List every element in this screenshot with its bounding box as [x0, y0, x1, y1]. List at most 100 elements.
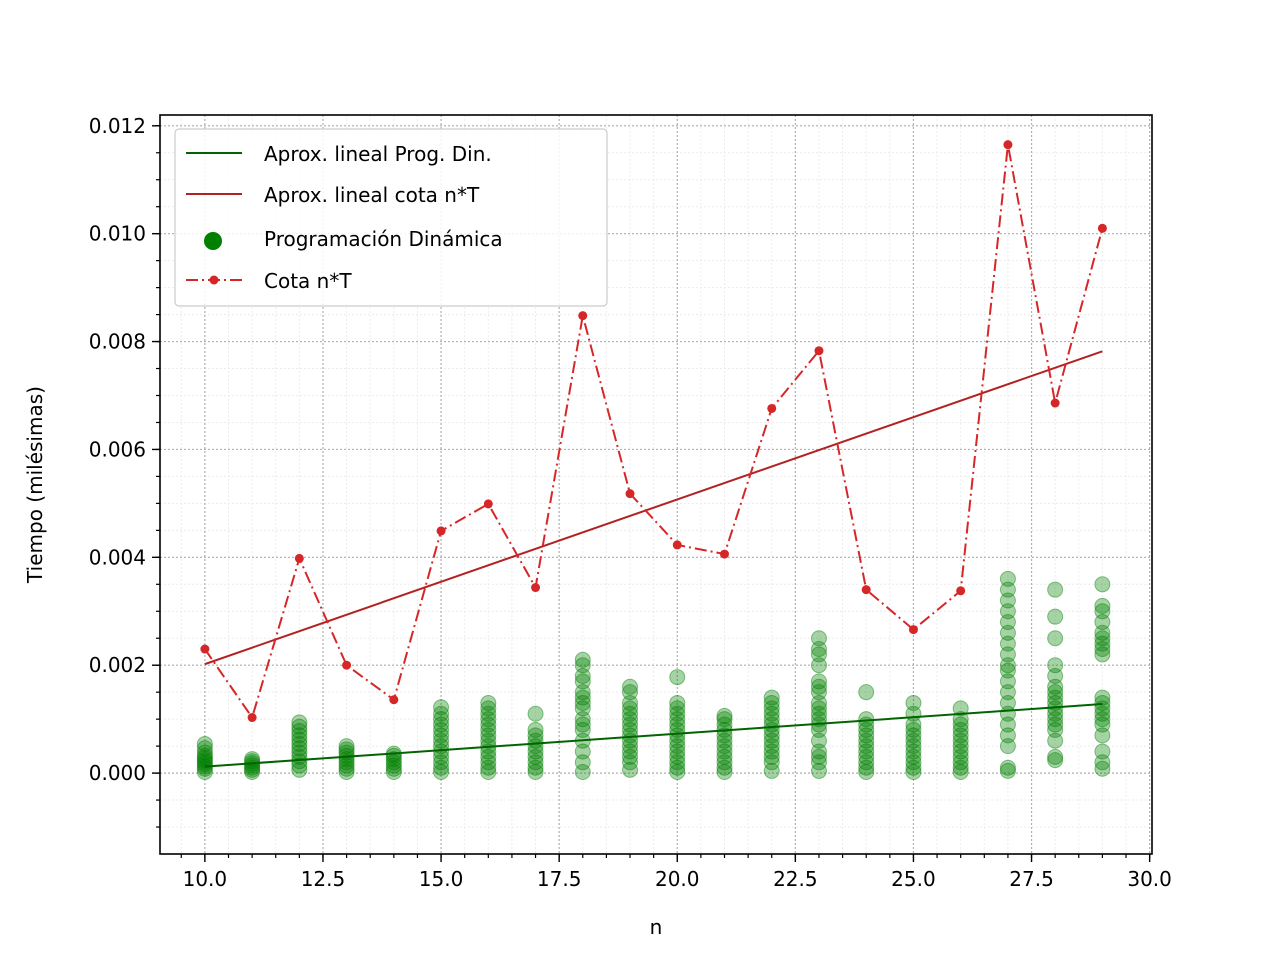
scatter-point: [196, 760, 213, 777]
y-tick-label: 0.002: [89, 653, 146, 677]
scatter-point: [1047, 630, 1064, 647]
y-axis: 0.000 0.002 0.004 0.006 0.008 0.010 0.012: [89, 114, 160, 828]
scatter-point: [244, 757, 261, 774]
scatter-point: [385, 754, 402, 771]
scatter-point: [810, 700, 827, 717]
scatter-point: [810, 694, 827, 711]
scatter-point: [338, 738, 355, 755]
scatter-point: [999, 727, 1016, 744]
scatter-point: [669, 669, 686, 686]
scatter-point: [999, 762, 1016, 779]
scatter-point: [999, 673, 1016, 690]
scatter-point: [196, 740, 213, 757]
scatter-point: [622, 761, 639, 778]
x-tick-label: 30.0: [1127, 867, 1172, 891]
scatter-point: [810, 732, 827, 749]
scatter-point: [952, 700, 969, 717]
scatter-point: [480, 700, 497, 717]
scatter-point: [480, 694, 497, 711]
scatter-point: [716, 716, 733, 733]
scatter-point: [669, 759, 686, 776]
scatter-point: [574, 684, 591, 701]
scatter-point: [952, 764, 969, 781]
scatter-point: [433, 759, 450, 776]
scatter-point: [622, 716, 639, 733]
scatter-point: [622, 705, 639, 722]
scatter-point: [952, 748, 969, 765]
scatter-point: [480, 711, 497, 728]
scatter-point: [574, 721, 591, 738]
scatter-point: [1047, 657, 1064, 674]
scatter-point: [952, 721, 969, 738]
scatter-point: [480, 748, 497, 765]
scatter-point: [858, 754, 875, 771]
legend-label: Cota n*T: [264, 269, 352, 293]
scatter-point: [433, 716, 450, 733]
bound-series-point: [1050, 398, 1060, 408]
bound-series-point: [531, 583, 541, 593]
x-axis: 10.0 12.5 15.0 17.5 20.0 22.5 25.0 27.5 30.0: [180, 854, 1172, 891]
scatter-point: [480, 732, 497, 749]
scatter-point: [810, 684, 827, 701]
y-tick-label: 0.012: [89, 114, 146, 138]
scatter-point: [338, 757, 355, 774]
scatter-point: [574, 657, 591, 674]
scatter-point: [1094, 689, 1111, 706]
scatter-point: [1047, 608, 1064, 625]
scatter-point: [291, 740, 308, 757]
scatter-point: [196, 749, 213, 766]
scatter-point: [385, 764, 402, 781]
scatter-point: [1047, 716, 1064, 733]
x-tick-label: 20.0: [655, 867, 700, 891]
scatter-point: [480, 754, 497, 771]
scatter-point: [1094, 716, 1111, 733]
scatter-point: [1094, 630, 1111, 647]
scatter-point: [385, 757, 402, 774]
scatter-point: [1094, 614, 1111, 631]
scatter-point: [669, 705, 686, 722]
x-tick-label: 25.0: [891, 867, 936, 891]
scatter-point: [858, 732, 875, 749]
scatter-point: [999, 570, 1016, 587]
scatter-point: [810, 705, 827, 722]
scatter-point: [385, 751, 402, 768]
scatter-point: [1047, 732, 1064, 749]
scatter-point: [291, 727, 308, 744]
scatter-point: [433, 705, 450, 722]
scatter-point: [574, 700, 591, 717]
scatter-point: [1047, 667, 1064, 684]
scatter-point: [480, 721, 497, 738]
scatter-point: [1047, 752, 1064, 769]
scatter-point: [527, 754, 544, 771]
scatter-point: [999, 603, 1016, 620]
bound-series-point: [1003, 140, 1013, 150]
scatter-point: [905, 743, 922, 760]
scatter-point: [952, 716, 969, 733]
scatter-point: [196, 764, 213, 781]
bound-series-point: [247, 713, 257, 723]
y-axis-label: Tiempo (milésimas): [23, 386, 47, 584]
scatter-point: [480, 716, 497, 733]
x-tick-label: 22.5: [773, 867, 818, 891]
scatter-point: [669, 694, 686, 711]
scatter-point: [574, 673, 591, 690]
scatter-point: [622, 738, 639, 755]
y-tick-label: 0.000: [89, 761, 146, 785]
scatter-point: [716, 764, 733, 781]
scatter-point: [291, 761, 308, 778]
scatter-point: [1047, 705, 1064, 722]
scatter-point: [385, 760, 402, 777]
scatter-point: [291, 723, 308, 740]
scatter-point: [763, 748, 780, 765]
scatter-point: [905, 759, 922, 776]
scatter-point: [952, 727, 969, 744]
scatter-point: [1094, 597, 1111, 614]
scatter-point: [1094, 641, 1111, 658]
bound-series-point: [861, 585, 871, 595]
scatter-point: [622, 727, 639, 744]
scatter-point: [1094, 711, 1111, 728]
legend-label: Programación Dinámica: [264, 227, 503, 251]
scatter-point: [574, 754, 591, 771]
scatter-point: [716, 754, 733, 771]
